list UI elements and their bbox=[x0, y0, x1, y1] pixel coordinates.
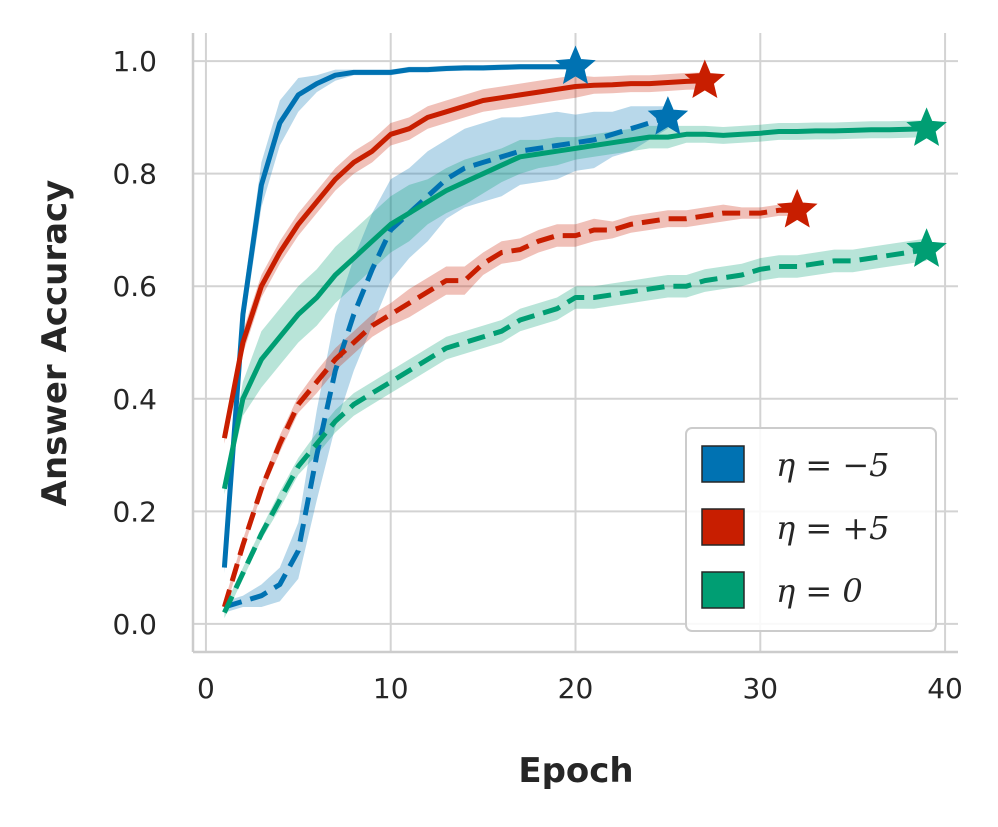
legend-label-zero: η = 0 bbox=[776, 572, 863, 610]
legend-frame bbox=[685, 427, 937, 632]
final-star-marker bbox=[555, 45, 596, 84]
legend: η = −5 η = +5 η = 0 bbox=[685, 427, 937, 632]
final-star-marker bbox=[647, 96, 689, 135]
y-tick-label: 0.4 bbox=[112, 383, 157, 416]
series-lines bbox=[221, 64, 927, 614]
axes bbox=[191, 33, 958, 654]
y-tick-label: 0.0 bbox=[112, 608, 157, 641]
y-tick-label: 0.6 bbox=[112, 270, 157, 303]
legend-label-neg5: η = −5 bbox=[776, 446, 890, 484]
legend-swatch-neg5 bbox=[701, 445, 745, 483]
final-star-marker bbox=[906, 228, 947, 267]
x-tick-label: 40 bbox=[927, 672, 963, 705]
series-line bbox=[221, 126, 927, 490]
final-markers bbox=[555, 45, 947, 267]
y-axis-title: Answer Accuracy bbox=[35, 180, 75, 507]
series-band bbox=[224, 106, 668, 613]
series-band bbox=[224, 120, 927, 495]
confidence-bands bbox=[224, 64, 927, 619]
legend-swatch-zero bbox=[701, 571, 745, 609]
legend-label-pos5: η = +5 bbox=[776, 509, 890, 547]
x-tick-label: 30 bbox=[742, 672, 778, 705]
legend-swatch-pos5 bbox=[701, 508, 745, 546]
series-band bbox=[224, 72, 705, 444]
x-tick-label: 0 bbox=[197, 672, 215, 705]
series-line bbox=[221, 64, 576, 568]
y-tick-label: 1.0 bbox=[112, 45, 157, 78]
series-line bbox=[223, 115, 669, 610]
series-line bbox=[221, 78, 705, 439]
x-tick-label: 20 bbox=[558, 672, 594, 705]
final-star-marker bbox=[776, 189, 818, 228]
x-tick-label: 10 bbox=[373, 672, 409, 705]
tick-labels: 0 10 20 30 40 0.0 0.2 0.4 0.6 0.8 1.0 bbox=[112, 45, 962, 705]
x-axis-title: Epoch bbox=[518, 751, 633, 791]
y-tick-label: 0.2 bbox=[112, 495, 157, 528]
series-line bbox=[222, 247, 927, 614]
final-star-marker bbox=[684, 59, 726, 99]
y-tick-label: 0.8 bbox=[112, 158, 157, 191]
final-star-marker bbox=[906, 107, 947, 146]
series-line bbox=[222, 207, 798, 608]
